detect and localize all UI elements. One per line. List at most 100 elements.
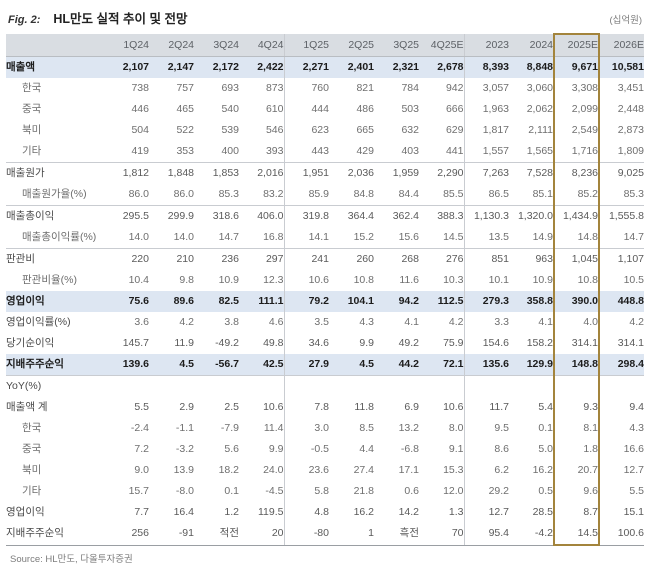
table-cell: 9,671	[553, 56, 600, 78]
table-cell: 3,060	[526, 82, 553, 94]
table-cell: 10.4	[128, 274, 149, 286]
table-row: 지배주주순익 256 -91 적전 20 -80 1 흑전 70 95.4 -4.2 14.5 100.…	[6, 523, 644, 546]
table-cell: 1,434.9	[553, 205, 600, 227]
row-label: 영업이익률(%)	[6, 316, 71, 328]
table-cell: 49.8	[263, 337, 284, 349]
table-cell: 14.7	[623, 231, 644, 243]
table-cell: 4.2	[629, 316, 644, 328]
table-cell: -49.2	[215, 337, 239, 349]
table-cell: 84.4	[398, 188, 419, 200]
table-cell: -4.5	[265, 485, 284, 497]
table-cell: 362.4	[374, 205, 419, 227]
table-cell: -80	[283, 523, 329, 546]
table-cell: 29.2	[463, 481, 509, 502]
row-label: 판관비	[6, 248, 104, 270]
table-cell: 13.9	[173, 464, 194, 476]
table-cell: 4.8	[283, 502, 329, 523]
table-row: 북미 504 522 539 546 623 665 632 629 1,817 2,111 2,54…	[6, 120, 644, 141]
table-cell: 7.8	[283, 397, 329, 418]
table-cell: 9.5	[463, 418, 509, 439]
table-cell	[194, 375, 239, 397]
table-cell: 111.1	[239, 291, 284, 312]
table-cell: 16.2	[353, 506, 374, 518]
table-cell: 693	[221, 82, 239, 94]
table-cell: 49.2	[398, 337, 419, 349]
table-cell: 3,451	[617, 82, 644, 94]
table-cell: 298.4	[599, 354, 644, 376]
table-cell: 276	[419, 248, 464, 270]
table-cell: -3.2	[175, 443, 194, 455]
table-cell: 85.9	[283, 184, 329, 206]
table-cell: 11.4	[263, 422, 284, 434]
table-cell: 10.9	[532, 274, 553, 286]
table-cell: 6.9	[404, 401, 419, 413]
figure-number: Fig. 2:	[8, 14, 41, 26]
table-cell: 9.0	[134, 464, 149, 476]
table-cell: 429	[356, 145, 374, 157]
table-cell: 5.0	[538, 443, 553, 455]
table-cell: 1,320.0	[509, 205, 554, 227]
row-label: 한국	[22, 82, 42, 94]
table-cell: 4.1	[404, 316, 419, 328]
table-cell: 27.4	[353, 464, 374, 476]
table-cell: 18.2	[218, 464, 239, 476]
table-cell: 27.9	[283, 354, 329, 376]
table-cell: 2,549	[553, 120, 600, 141]
table-cell: 100.6	[599, 523, 644, 546]
table-cell: 0.1	[224, 485, 239, 497]
table-cell: 757	[176, 82, 194, 94]
table-cell: 흑전	[374, 523, 419, 546]
row-label: 지배주주순익	[6, 523, 104, 546]
table-cell: 2,448	[617, 103, 644, 115]
table-cell: 364.4	[329, 205, 374, 227]
table-cell: 4.0	[553, 312, 600, 333]
table-cell: 486	[356, 103, 374, 115]
table-cell: 1,848	[149, 162, 194, 184]
table-row: 중국 7.2 -3.2 5.6 9.9 -0.5 4.4 -6.8 9.1 8.6 5.0 1.8 16…	[6, 439, 644, 460]
row-label: 한국	[22, 422, 42, 434]
table-cell: 406.0	[239, 205, 284, 227]
table-cell: 21.8	[353, 485, 374, 497]
column-header-2026e: 2026E	[599, 34, 644, 57]
table-cell: 44.2	[374, 354, 419, 376]
table-cell: 72.1	[419, 354, 464, 376]
table-cell: 236	[194, 248, 239, 270]
table-row: 지배주주순익 139.6 4.5 -56.7 42.5 27.9 4.5 44.2 72.1 13…	[6, 354, 644, 376]
table-cell: 14.5	[553, 523, 600, 546]
table-cell: 1,130.3	[463, 205, 509, 227]
row-label: 판관비율(%)	[22, 274, 77, 286]
table-cell: 7.7	[134, 506, 149, 518]
table-cell: 13.2	[398, 422, 419, 434]
table-cell: 86.0	[173, 188, 194, 200]
table-cell: 11.9	[174, 337, 194, 349]
table-cell: 17.1	[398, 464, 419, 476]
table-cell	[374, 375, 419, 397]
table-cell: 4.5	[329, 354, 374, 376]
table-cell	[283, 375, 329, 397]
table-cell: 158.2	[526, 337, 553, 349]
table-cell: 129.9	[509, 354, 554, 376]
table-cell: -56.7	[194, 354, 239, 376]
table-cell: 963	[509, 248, 554, 270]
table-cell: 610	[265, 103, 284, 115]
row-label: 매출원가	[6, 162, 104, 184]
column-header-2023: 2023	[463, 34, 509, 57]
table-cell: 6.2	[463, 460, 509, 481]
table-cell: 95.4	[463, 523, 509, 546]
table-cell: -7.9	[220, 422, 239, 434]
table-cell: 8,236	[553, 162, 600, 184]
table-cell: 546	[265, 124, 284, 136]
table-cell: 1,557	[463, 141, 509, 163]
table-cell	[463, 375, 509, 397]
table-cell: 8,848	[509, 56, 554, 78]
table-cell: 1.2	[224, 506, 239, 518]
table-cell: 9.9	[359, 337, 374, 349]
table-cell: 14.1	[283, 227, 329, 249]
table-cell: 2,016	[239, 162, 284, 184]
table-cell: 3.0	[283, 418, 329, 439]
table-cell: 400	[221, 145, 239, 157]
table-row: 매출총이익 295.5 299.9 318.6 406.0 319.8 364.4 362.4…	[6, 205, 644, 227]
table-cell: 9.9	[268, 443, 284, 455]
table-cell: 14.0	[128, 231, 149, 243]
row-label: 중국	[22, 443, 42, 455]
